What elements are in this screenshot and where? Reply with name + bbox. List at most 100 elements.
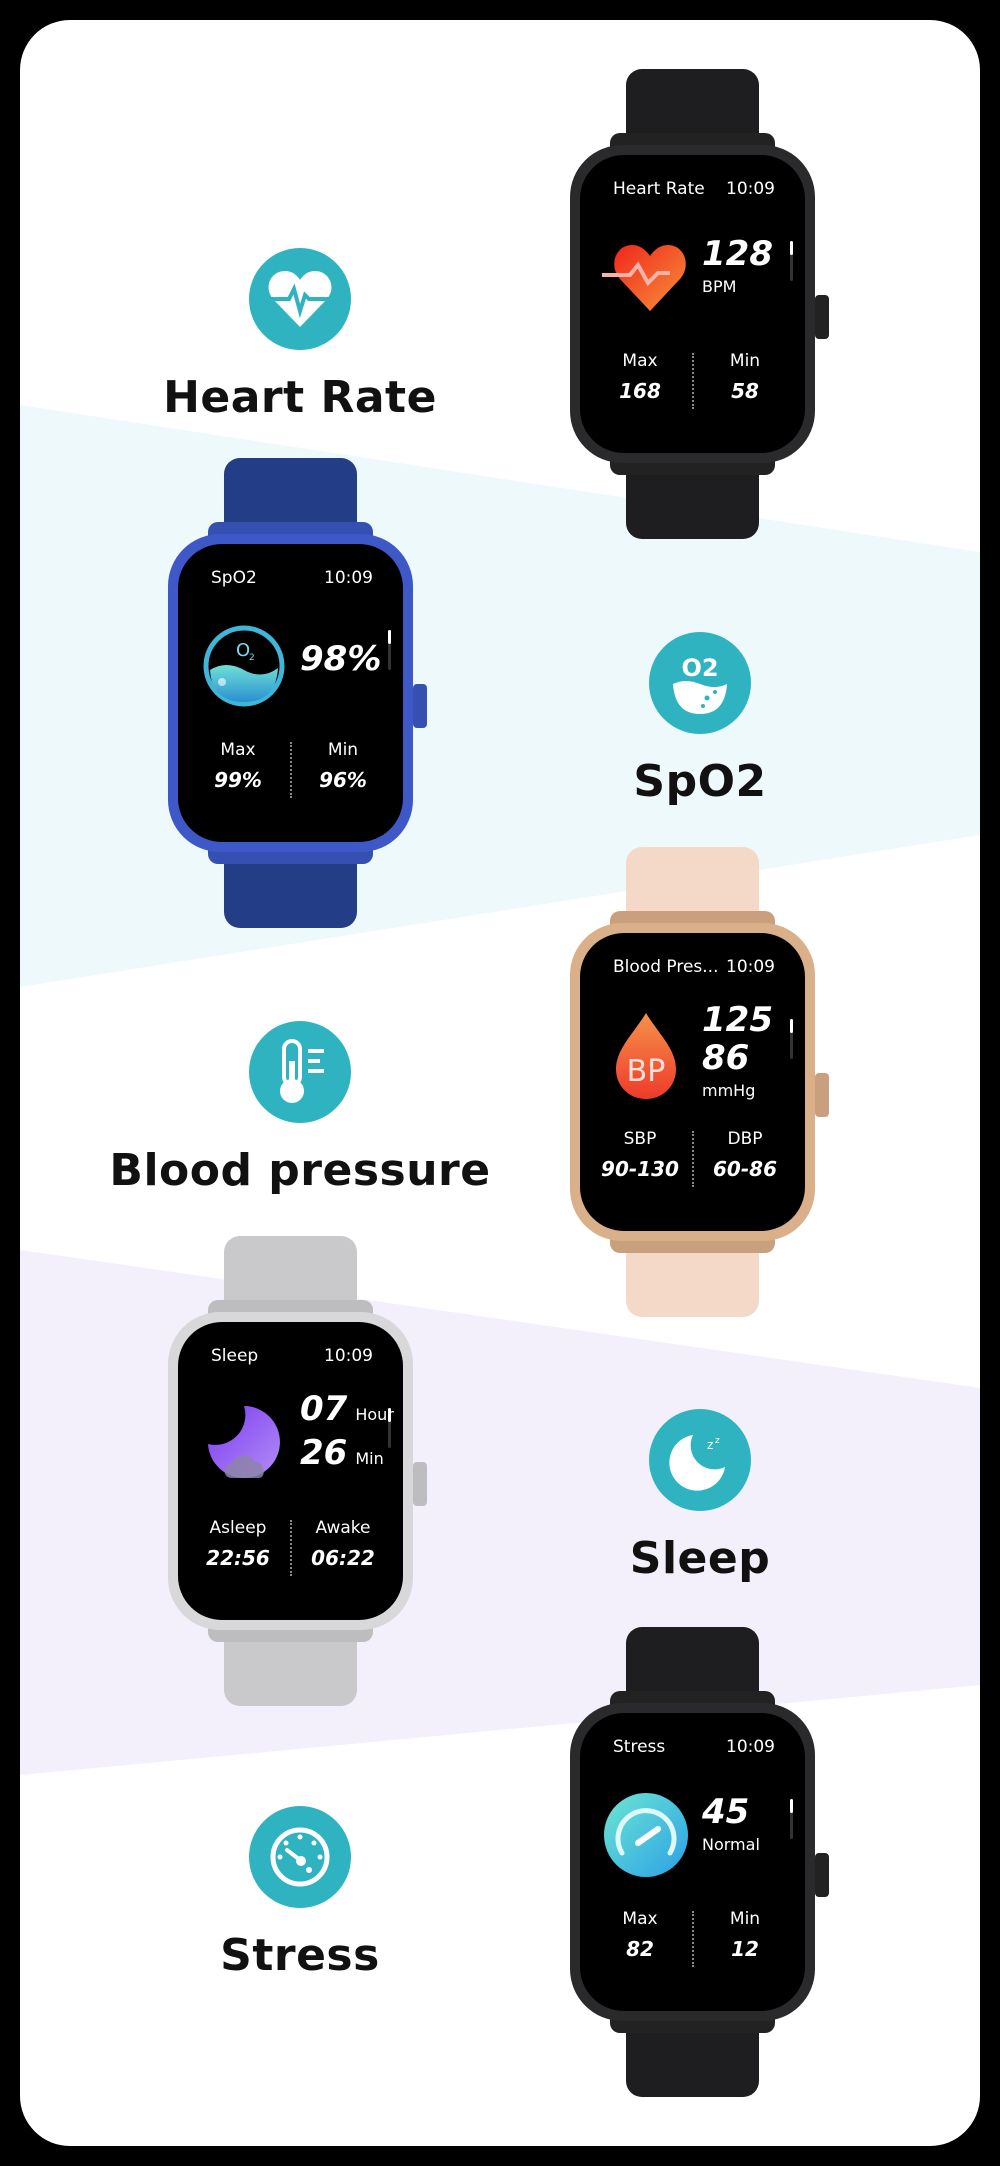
gauge-icon [249, 1806, 351, 1908]
stat-label: Max [220, 740, 256, 760]
feature-spo2: O2 SpO2 [490, 632, 910, 807]
stat-value: 82 [626, 1937, 654, 1961]
stat-value: 168 [619, 379, 661, 403]
main-value-line: 125 [702, 1001, 773, 1039]
stat-right: Awake 06:22 [293, 1518, 393, 1570]
svg-text:z: z [707, 1438, 713, 1452]
blood-drop-icon: BP [600, 1009, 692, 1101]
main-reading: 128 BPM [702, 235, 773, 296]
feature-title: SpO2 [633, 756, 767, 807]
watch-screen: Blood Pres... 10:09 BP 125 86 mmHg SBP 90-1… [580, 933, 805, 1231]
screen-time: 10:09 [726, 179, 775, 199]
oxygen-drop-icon: O2 [649, 632, 751, 734]
main-value-line: 98% [300, 640, 381, 678]
screen-time: 10:09 [324, 568, 373, 588]
main-value-line: 45 [702, 1793, 760, 1831]
watch-screen: Heart Rate 10:09 128 BPM Max 168 Min 58 [580, 155, 805, 453]
main-value: 45 [702, 1792, 750, 1832]
watch-screen: Sleep 10:09 07 Hour 26 Min Asleep 22:56 Awak… [178, 1322, 403, 1620]
scroll-indicator [790, 1799, 793, 1839]
stat-divider [692, 353, 694, 409]
stat-label: Awake [315, 1518, 371, 1538]
watch-screen: Stress 10:09 45 Normal Max 82 Min 12 [580, 1713, 805, 2011]
svg-text:O2: O2 [681, 654, 718, 682]
screen-title: Stress [613, 1737, 666, 1757]
main-value: 26 [300, 1433, 348, 1473]
feature-stress: Stress [90, 1806, 510, 1981]
stat-divider [290, 1520, 292, 1576]
feature-title: Heart Rate [163, 372, 437, 423]
main-value: 98% [300, 639, 382, 679]
main-value-line: 128 [702, 235, 773, 273]
main-reading: 45 Normal [702, 1793, 760, 1854]
smartwatch-blood-pressure: Blood Pres... 10:09 BP 125 86 mmHg SBP 90-1… [570, 847, 829, 1317]
stat-label: Min [327, 740, 359, 760]
main-caption: Normal [702, 1835, 760, 1854]
svg-text:z: z [715, 1436, 720, 1446]
watch-case: Sleep 10:09 07 Hour 26 Min Asleep 22:56 Awak… [168, 1312, 427, 1630]
watch-crown[interactable] [815, 1073, 829, 1117]
smartwatch-stress: Stress 10:09 45 Normal Max 82 Min 12 [570, 1627, 829, 2097]
main-value: 86 [702, 1038, 750, 1078]
feature-blood-pressure: Blood pressure [90, 1021, 510, 1196]
watch-crown[interactable] [815, 295, 829, 339]
speedometer-icon [600, 1789, 692, 1881]
main-reading: 125 86 mmHg [702, 1001, 773, 1100]
main-unit: Hour [355, 1405, 394, 1424]
main-caption: mmHg [702, 1081, 756, 1100]
smartwatch-heart-rate: Heart Rate 10:09 128 BPM Max 168 Min 58 [570, 69, 829, 539]
svg-text:2: 2 [249, 653, 255, 663]
feature-title: Sleep [629, 1533, 771, 1584]
stat-right: Min 96% [293, 740, 393, 792]
stat-value: 60-86 [713, 1157, 777, 1181]
stat-label: Min [729, 1909, 761, 1929]
stat-left: Max 82 [590, 1909, 690, 1961]
stat-right: Min 58 [695, 351, 795, 403]
watch-crown[interactable] [413, 1462, 427, 1506]
stat-divider [290, 742, 292, 798]
watch-crown[interactable] [815, 1853, 829, 1897]
stat-right: Min 12 [695, 1909, 795, 1961]
feature-heart-rate: Heart Rate [90, 248, 510, 423]
main-value: 07 [300, 1389, 348, 1429]
screen-time: 10:09 [726, 1737, 775, 1757]
scroll-indicator [388, 630, 391, 670]
stat-value: 99% [214, 768, 262, 792]
watch-crown[interactable] [413, 684, 427, 728]
stat-divider [692, 1131, 694, 1187]
moon-cloud-icon [198, 1398, 290, 1490]
stat-value: 58 [731, 379, 759, 403]
stat-right: DBP 60-86 [695, 1129, 795, 1181]
smartwatch-sleep: Sleep 10:09 07 Hour 26 Min Asleep 22:56 Awak… [168, 1236, 427, 1706]
stat-value: 90-130 [601, 1157, 679, 1181]
stat-label: Min [729, 351, 761, 371]
stat-value: 96% [319, 768, 367, 792]
stat-label: Max [622, 351, 658, 371]
scroll-indicator [790, 241, 793, 281]
screen-title: Heart Rate [613, 179, 705, 199]
stat-label: Max [622, 1909, 658, 1929]
screen-title: SpO2 [211, 568, 257, 588]
stat-label: DBP [727, 1129, 763, 1149]
main-value-line: 86 [702, 1039, 773, 1077]
heart-pulse-icon [249, 248, 351, 350]
stat-value: 22:56 [206, 1546, 270, 1570]
stat-left: Max 168 [590, 351, 690, 403]
stat-value: 12 [731, 1937, 759, 1961]
stat-divider [692, 1911, 694, 1967]
stat-left: Asleep 22:56 [188, 1518, 288, 1570]
scroll-indicator [790, 1019, 793, 1059]
stat-left: SBP 90-130 [590, 1129, 690, 1181]
stat-label: Asleep [209, 1518, 267, 1538]
stat-value: 06:22 [311, 1546, 375, 1570]
main-caption: BPM [702, 277, 737, 296]
feature-title: Blood pressure [109, 1145, 491, 1196]
main-reading: 98% [300, 640, 381, 678]
screen-title: Blood Pres... [613, 957, 719, 977]
